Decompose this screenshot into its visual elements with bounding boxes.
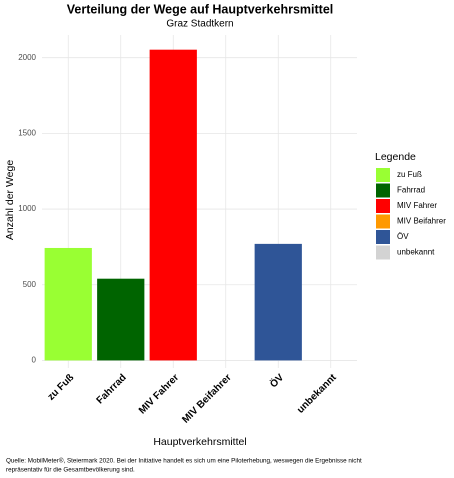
x-tick-label: zu Fuß — [46, 372, 77, 403]
legend-label: zu Fuß — [397, 170, 422, 179]
y-tick-label: 2000 — [18, 53, 36, 62]
legend-swatch — [376, 168, 390, 182]
y-axis-label: Anzahl der Wege — [4, 160, 16, 241]
caption: Quelle: MobilMeter®, Steiermark 2020. Be… — [6, 457, 362, 465]
chart-subtitle: Graz Stadtkern — [166, 19, 233, 30]
x-tick-label: MIV Beifahrer — [180, 372, 233, 425]
bar — [97, 278, 145, 361]
x-tick-label: ÖV — [267, 371, 287, 391]
legend-label: unbekannt — [397, 248, 435, 257]
legend-swatch — [376, 199, 390, 213]
legend-swatch — [376, 230, 390, 244]
y-tick-label: 1500 — [18, 128, 36, 137]
legend-swatch — [376, 245, 390, 260]
legend-swatch — [376, 183, 390, 198]
y-tick-label: 500 — [23, 280, 37, 289]
legend-swatch — [376, 214, 390, 229]
caption: repräsentativ für die Gesamtbevölkerung … — [6, 467, 135, 474]
legend-label: MIV Fahrer — [397, 201, 437, 210]
legend-title: Legende — [375, 151, 416, 163]
legend-label: MIV Beifahrer — [397, 217, 446, 226]
y-tick-label: 1000 — [18, 204, 36, 213]
x-tick-label: Fahrrad — [95, 372, 129, 406]
bar — [44, 247, 92, 361]
chart-title: Verteilung der Wege auf Hauptverkehrsmit… — [67, 2, 334, 16]
x-tick-label: unbekannt — [295, 372, 339, 416]
legend-label: ÖV — [397, 232, 409, 241]
x-tick-label: MIV Fahrer — [137, 372, 181, 416]
bar — [254, 243, 302, 361]
bar — [149, 49, 197, 361]
legend-label: Fahrrad — [397, 186, 425, 195]
y-tick-label: 0 — [32, 356, 37, 365]
x-axis-label: Hauptverkehrsmittel — [153, 436, 246, 448]
